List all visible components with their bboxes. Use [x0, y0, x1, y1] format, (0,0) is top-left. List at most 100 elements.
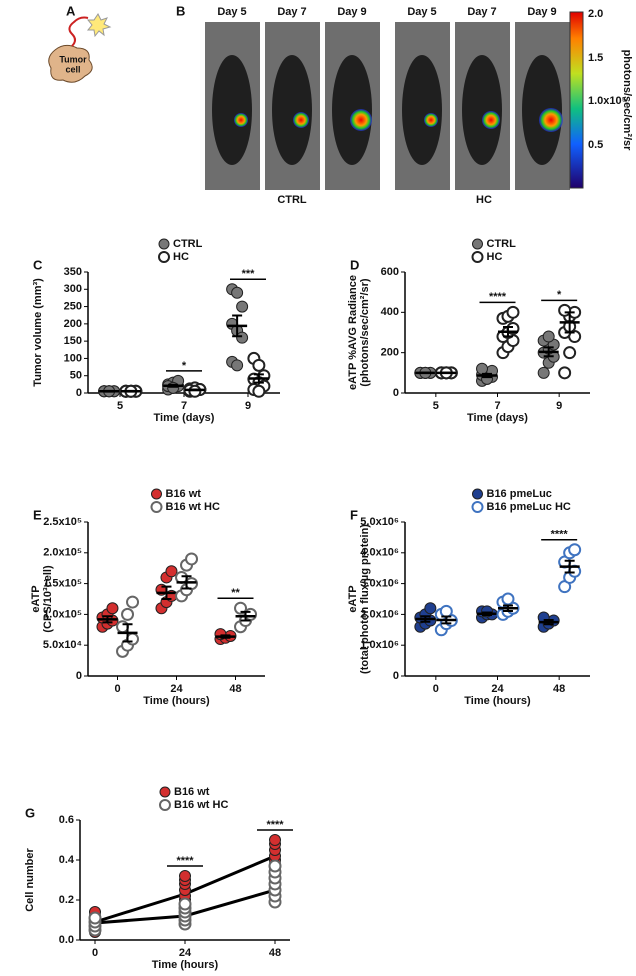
mouse-body [462, 55, 502, 165]
group-label: CTRL [277, 194, 307, 206]
panel-label: C [33, 257, 43, 272]
data-point [439, 604, 453, 618]
colorbar-tick: 1.0x10⁵ [588, 95, 627, 107]
y-tick-label: 200 [381, 347, 399, 359]
x-axis-label: Time (days) [154, 412, 215, 424]
day-label: Day 9 [527, 6, 556, 18]
error-bar [253, 373, 264, 384]
mouse-body [272, 55, 312, 165]
error-bar [168, 383, 179, 388]
y-tick-label: 2.0x10⁵ [43, 547, 82, 559]
y-tick-label: 0.2 [59, 894, 74, 906]
cell-text: cell [65, 64, 80, 74]
colorbar-tick: 0.5 [588, 139, 603, 151]
data-point [236, 300, 249, 313]
cell-text: Tumor [59, 54, 87, 64]
cell-shape [48, 44, 93, 83]
significance-label: **** [489, 291, 507, 303]
significance-label: ** [231, 587, 240, 599]
y-tick-label: 100 [64, 352, 82, 364]
y-tick-label: 50 [70, 370, 82, 382]
error-bar [122, 623, 133, 643]
error-bar [502, 326, 513, 338]
y-tick-label: 250 [64, 300, 82, 312]
legend-swatch [159, 786, 171, 798]
data-point [558, 303, 572, 317]
data-point [252, 384, 266, 398]
x-axis-label: Time (days) [467, 412, 528, 424]
y-axis-label: Tumor volume (mm³) [32, 278, 44, 387]
x-tick-label: 48 [553, 683, 565, 695]
panel-label: A [66, 3, 76, 18]
data-point [121, 607, 135, 621]
data-point [268, 859, 282, 873]
significance-label: * [557, 289, 562, 301]
x-tick-label: 9 [245, 400, 251, 412]
x-tick-label: 48 [269, 947, 281, 959]
x-tick-label: 5 [117, 400, 123, 412]
panel-label: D [350, 257, 359, 272]
y-tick-label: 0 [393, 670, 399, 682]
error-bar [102, 615, 113, 624]
data-point [126, 632, 140, 646]
data-point [88, 911, 102, 925]
data-point [116, 620, 130, 634]
colorbar-tick: 2.0 [588, 8, 603, 20]
day-label: Day 5 [217, 6, 246, 18]
error-bar [543, 618, 554, 626]
x-tick-label: 0 [92, 947, 98, 959]
significance-label: **** [551, 529, 569, 541]
y-tick-label: 600 [381, 266, 399, 278]
error-bar [161, 585, 172, 600]
data-point [236, 331, 249, 344]
mouse-body [212, 55, 252, 165]
y-tick-label: 0 [76, 670, 82, 682]
error-bar [564, 559, 575, 574]
day-label: Day 5 [407, 6, 436, 18]
legend-swatch [158, 251, 170, 263]
x-tick-label: 24 [491, 683, 504, 695]
significance-label: *** [242, 268, 256, 280]
significance-label: * [182, 360, 187, 372]
y-tick-label: 1.5x10⁵ [43, 578, 82, 590]
colorbar-tick: 1.5 [588, 52, 603, 64]
y-tick-label: 150 [64, 335, 82, 347]
error-bar [104, 389, 115, 393]
colorbar [569, 11, 584, 189]
legend-swatch [151, 488, 162, 500]
y-tick-label: 0 [76, 387, 82, 399]
error-bar [482, 372, 493, 379]
y-axis-label: (CPS/10³cell) [42, 565, 54, 633]
panel-label: B [176, 3, 185, 18]
y-tick-label: 5.0x10⁴ [43, 639, 82, 651]
light-burst [86, 13, 112, 38]
error-bar [189, 388, 200, 392]
y-axis-label: (total photon flux/µg protein) [359, 524, 371, 674]
x-tick-label: 7 [181, 400, 187, 412]
data-point [424, 602, 437, 615]
y-axis-label: eATP %AVG Radiance [347, 275, 359, 390]
y-tick-label: 400 [381, 306, 399, 318]
y-tick-label: 0.6 [59, 814, 74, 826]
x-tick-label: 48 [229, 683, 241, 695]
signal [539, 108, 563, 132]
x-tick-label: 5 [433, 400, 439, 412]
y-tick-label: 2.0x10⁶ [360, 608, 399, 620]
signal [350, 109, 372, 131]
legend-label: B16 pmeLuc HC [487, 501, 571, 513]
y-tick-label: 2.5x10⁵ [43, 516, 82, 528]
data-point [476, 362, 489, 375]
y-tick-label: 0.4 [59, 854, 75, 866]
group-label: HC [476, 194, 492, 206]
significance-label: **** [176, 855, 194, 867]
y-tick-label: 300 [64, 283, 82, 295]
data-point [231, 286, 244, 299]
data-point [269, 834, 281, 846]
day-label: Day 9 [337, 6, 366, 18]
y-tick-label: 350 [64, 266, 82, 278]
x-tick-label: 0 [114, 683, 120, 695]
error-bar [125, 389, 136, 393]
legend-label: B16 wt HC [174, 799, 228, 811]
error-bar [181, 575, 192, 590]
